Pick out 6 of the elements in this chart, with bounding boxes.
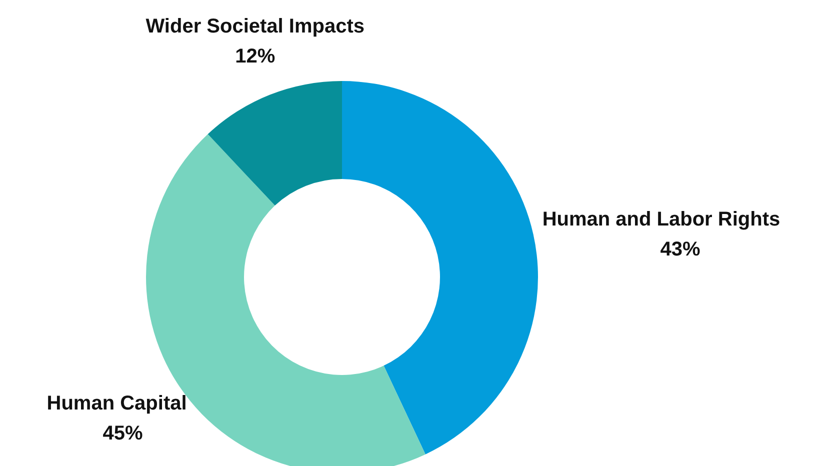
slice-label: Human Capital bbox=[46, 392, 187, 415]
slice-label: Human and Labor Rights bbox=[542, 208, 780, 231]
slice-label: Wider Societal Impacts bbox=[146, 16, 365, 38]
data-label: 45% bbox=[102, 422, 144, 445]
data-label: 12% bbox=[235, 46, 276, 68]
data-label: 43% bbox=[660, 238, 701, 261]
